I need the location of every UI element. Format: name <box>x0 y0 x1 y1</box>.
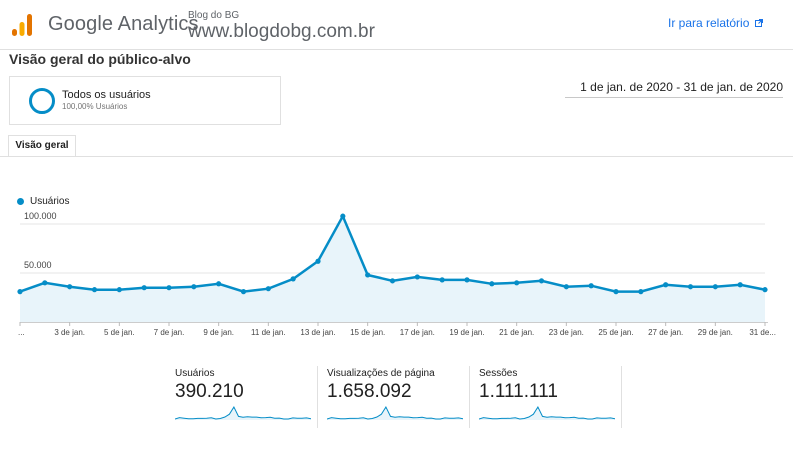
data-point <box>240 289 247 295</box>
metric-value: 1.658.092 <box>327 381 412 402</box>
sparkline-line <box>479 405 615 420</box>
legend-dot-icon <box>17 198 24 205</box>
data-point <box>712 284 718 290</box>
x-tick-label: 5 de jan. <box>104 328 135 337</box>
data-point <box>340 213 346 219</box>
y-tick-label: 100.000 <box>24 211 57 221</box>
x-tick-label: 27 de jan. <box>648 328 683 337</box>
property-url: www.blogdobg.com.br <box>188 21 375 42</box>
data-point <box>563 284 569 290</box>
brand-name: Google Analytics <box>48 13 199 35</box>
go-to-report-link[interactable]: Ir para relatório <box>668 16 764 30</box>
metric-users[interactable]: Usuários 390.210 <box>175 366 315 428</box>
data-point <box>538 278 545 284</box>
page-title: Visão geral do público-alvo <box>9 51 191 67</box>
metric-divider <box>469 366 470 428</box>
metric-value: 390.210 <box>175 381 244 402</box>
x-tick-label: 23 de jan. <box>549 328 584 337</box>
data-point <box>191 284 197 290</box>
x-tick-label: 7 de jan. <box>154 328 185 337</box>
data-point <box>315 258 321 264</box>
data-point <box>439 277 445 283</box>
data-point <box>365 272 371 278</box>
header-divider <box>0 49 793 50</box>
sparkline-line <box>175 405 311 420</box>
x-tick-label: 25 de jan. <box>598 328 633 337</box>
data-point <box>42 280 48 286</box>
metric-sparkline <box>479 405 615 420</box>
x-tick-label: 31 de... <box>749 328 776 337</box>
segment-percent: 100,00% Usuários <box>62 102 128 111</box>
metric-label: Sessões <box>479 368 518 379</box>
data-point <box>663 282 669 288</box>
metric-divider <box>317 366 318 428</box>
data-point <box>290 276 296 282</box>
x-tick-label: 9 de jan. <box>203 328 234 337</box>
metric-sparkline <box>175 405 311 420</box>
metric-label: Usuários <box>175 368 215 379</box>
data-point <box>67 284 73 290</box>
date-range-selector[interactable]: 1 de jan. de 2020 - 31 de jan. de 2020 <box>565 77 783 98</box>
x-tick-label: ... <box>18 328 25 337</box>
chart-legend[interactable]: Usuários <box>17 196 69 207</box>
sparkline-line <box>327 405 463 420</box>
data-point <box>389 278 396 284</box>
data-point <box>638 289 644 295</box>
x-tick-label: 3 de jan. <box>54 328 85 337</box>
tab-divider <box>0 156 793 157</box>
metric-sessions[interactable]: Sessões 1.111.111 <box>479 366 619 428</box>
segment-card[interactable]: Todos os usuários 100,00% Usuários <box>9 76 281 125</box>
property-name: Blog do BG <box>188 10 240 21</box>
x-tick-label: 29 de jan. <box>698 328 733 337</box>
tab-overview[interactable]: Visão geral <box>8 135 76 157</box>
x-tick-label: 11 de jan. <box>251 328 286 337</box>
metric-pageviews[interactable]: Visualizações de página 1.658.092 <box>327 366 467 428</box>
x-tick-label: 17 de jan. <box>400 328 435 337</box>
segment-circle-icon <box>29 88 55 114</box>
data-point <box>588 283 594 289</box>
go-to-report-label: Ir para relatório <box>668 16 750 30</box>
data-point <box>414 274 420 280</box>
data-point <box>91 287 98 293</box>
data-point <box>265 286 271 292</box>
analytics-bars-icon <box>12 14 32 36</box>
x-tick-label: 13 de jan. <box>300 328 335 337</box>
x-tick-label: 19 de jan. <box>449 328 484 337</box>
data-point <box>514 280 520 286</box>
data-point <box>116 287 122 293</box>
data-point <box>613 289 619 295</box>
x-tick-label: 15 de jan. <box>350 328 385 337</box>
external-link-icon <box>755 19 764 27</box>
metric-label: Visualizações de página <box>327 368 435 379</box>
y-tick-label: 50.000 <box>24 260 52 270</box>
data-point <box>166 285 172 291</box>
data-point <box>141 285 147 291</box>
data-point <box>17 289 23 295</box>
data-point <box>464 277 470 283</box>
data-point <box>687 284 694 290</box>
series-area <box>20 216 765 322</box>
data-point <box>762 287 768 293</box>
segment-name: Todos os usuários <box>62 89 151 101</box>
metric-value: 1.111.111 <box>479 381 558 402</box>
metric-divider <box>621 366 622 428</box>
data-point <box>489 281 495 287</box>
data-point <box>737 282 743 288</box>
metric-sparkline <box>327 405 463 420</box>
data-point <box>216 281 222 287</box>
users-line-chart: 50.000 100.000... 3 de jan. 5 de jan. 7 de j… <box>17 211 776 337</box>
x-tick-label: 21 de jan. <box>499 328 534 337</box>
legend-label: Usuários <box>30 196 70 207</box>
